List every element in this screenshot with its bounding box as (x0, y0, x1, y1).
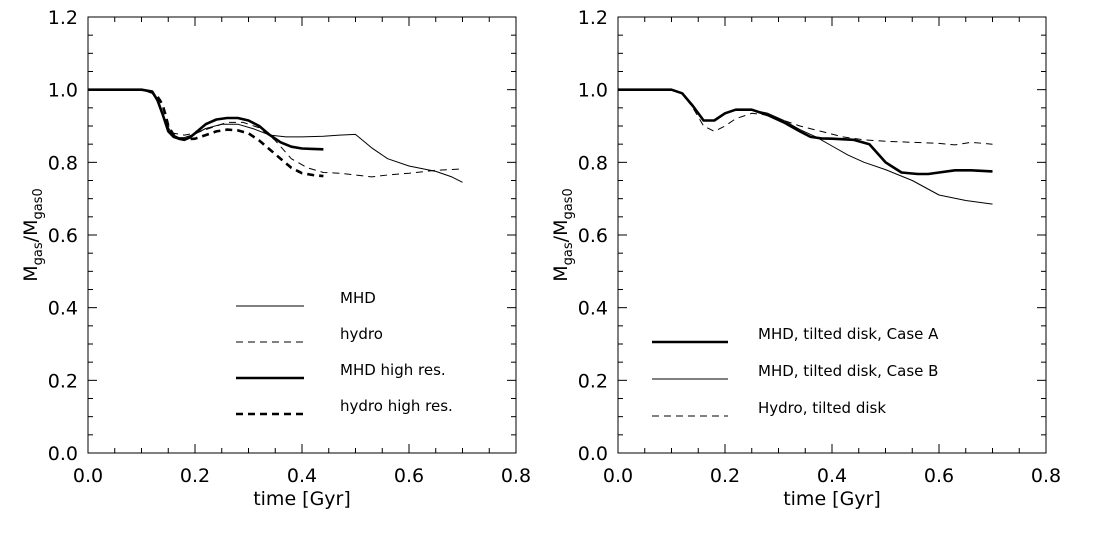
y-tick-label: 0.2 (578, 370, 608, 392)
series-line-3 (156, 96, 324, 178)
x-axis-label: time [Gyr] (783, 488, 881, 510)
y-axis-label: Mgas/Mgas0 (20, 188, 46, 281)
legend-label-0: MHD, tilted disk, Case A (758, 325, 939, 343)
legend-label-2: MHD high res. (340, 361, 446, 379)
y-axis-label-part: M (20, 265, 42, 281)
y-axis-label-subscript: gas (561, 242, 576, 265)
y-tick-label: 1.2 (578, 7, 608, 29)
series-line-0 (88, 89, 463, 183)
x-tick-label: 0.6 (924, 465, 954, 487)
y-tick-label: 0.0 (578, 443, 608, 465)
x-tick-label: 0.8 (501, 465, 531, 487)
x-tick-label: 0.4 (817, 465, 847, 487)
series-line-1 (618, 89, 993, 205)
left-chart-panel: 0.0 0.2 0.4 0.6 0.8 0.0 0.2 0.4 0.6 0.8 1.0 1.2 time… (20, 7, 531, 510)
legend-label-0: MHD (340, 289, 376, 307)
y-tick-label: 0.4 (48, 298, 78, 320)
legend-label-1: MHD, tilted disk, Case B (758, 362, 938, 380)
y-axis-label-subscript: gas0 (31, 188, 46, 219)
y-axis-label-part: /M (550, 220, 572, 243)
x-tick-label: 0.0 (73, 465, 103, 487)
y-axis-label: Mgas/Mgas0 (550, 188, 576, 281)
y-tick-label: 1.0 (48, 80, 78, 102)
y-tick-label: 0.8 (578, 152, 608, 174)
x-tick-label: 0.2 (710, 465, 740, 487)
x-tick-label: 0.0 (603, 465, 633, 487)
series-line-2 (618, 89, 993, 146)
series-line-1 (88, 89, 463, 178)
y-tick-label: 0.6 (48, 225, 78, 247)
y-tick-label: 0.8 (48, 152, 78, 174)
y-tick-label: 1.0 (578, 80, 608, 102)
y-axis-label-part: /M (20, 220, 42, 243)
plot-frame (617, 16, 1047, 454)
y-axis-label-part: M (550, 265, 572, 281)
x-tick-label: 0.8 (1031, 465, 1061, 487)
x-axis-label: time [Gyr] (253, 488, 351, 510)
x-tick-label: 0.4 (287, 465, 317, 487)
y-tick-label: 0.4 (578, 298, 608, 320)
y-axis-label-subscript: gas (31, 242, 46, 265)
right-chart-panel: 0.0 0.2 0.4 0.6 0.8 0.0 0.2 0.4 0.6 0.8 1.0 1.2 time… (550, 7, 1061, 510)
plot-frame (87, 16, 517, 454)
y-tick-label: 1.2 (48, 7, 78, 29)
x-tick-label: 0.2 (180, 465, 210, 487)
y-tick-label: 0.2 (48, 370, 78, 392)
legend-label-1: hydro (340, 325, 383, 343)
x-tick-label: 0.6 (394, 465, 424, 487)
y-tick-label: 0.6 (578, 225, 608, 247)
series-line-2 (88, 88, 324, 151)
legend-label-3: hydro high res. (340, 397, 453, 415)
legend-label-2: Hydro, tilted disk (758, 399, 886, 417)
y-axis-label-subscript: gas0 (561, 188, 576, 219)
y-tick-label: 0.0 (48, 443, 78, 465)
